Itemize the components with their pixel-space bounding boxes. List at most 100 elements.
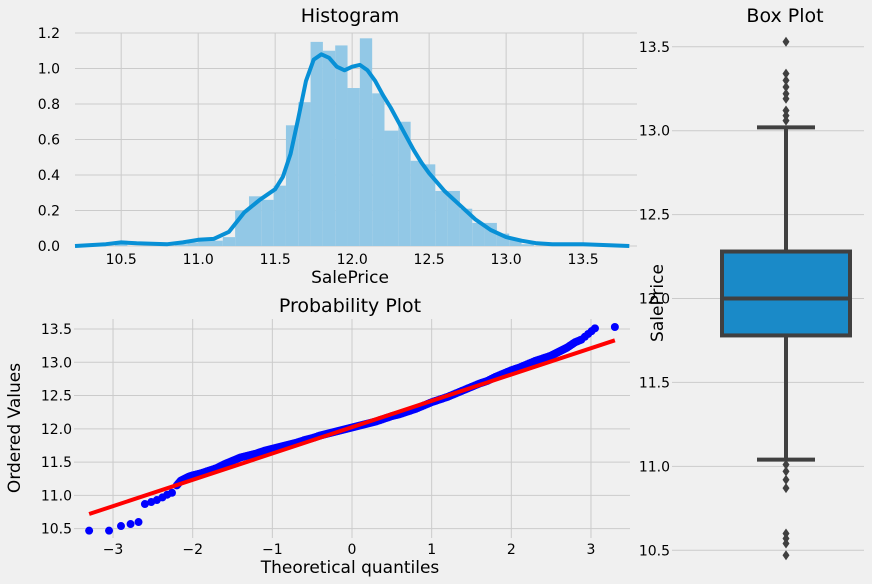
probability-point [167,488,176,497]
histogram-x-tick-label: 11.5 [260,252,291,268]
box-plot-outlier [782,93,790,104]
box-plot-y-tick-label: 13.5 [639,40,670,56]
histogram-y-tick-label: 1.0 [38,62,60,78]
histogram-bar [347,88,360,247]
histogram-y-tick-label: 0.4 [38,168,60,184]
probability-plot-panel: −3 −2 −1 0 1 2 3 10.511.011.512.012.513.013.5 … [5,295,630,578]
probability-y-tick-label: 10.5 [41,522,72,538]
histogram-title: Histogram [301,5,400,27]
probability-x-tick-label: −1 [262,542,283,558]
histogram-x-tick-label: 13.0 [491,252,522,268]
probability-y-tick-label: 11.0 [41,488,72,504]
probability-x-tick-label: −2 [182,542,203,558]
histogram-bar [175,244,188,246]
probability-x-tick-label: 0 [348,542,357,558]
probability-y-tick-label: 11.5 [41,455,72,471]
histogram-bar [359,38,373,247]
histogram-bar [509,238,522,246]
histogram-x-tick-label: 12.5 [414,252,445,268]
histogram-x-tick-label: 13.5 [568,252,599,268]
box-plot-outliers [782,36,790,561]
box-plot-y-tick-label: 13.0 [639,124,670,140]
box-plot-outlier [782,68,790,79]
probability-y-tick-label: 13.0 [41,355,72,371]
histogram-bar [310,41,323,246]
probability-y-label: Ordered Values [5,363,25,493]
histogram-x-label: SalePrice [311,268,389,288]
probability-x-tick-label: 1 [427,542,436,558]
box-plot-outlier [782,459,790,470]
box-plot-y-tick-label: 11.5 [639,375,670,391]
box-plot-y-tick-label: 11.0 [639,459,670,475]
histogram-bar [187,242,199,246]
histogram-bar [261,199,274,246]
box-plot-y-tick-label: 10.5 [639,543,670,559]
box-plot-panel: 10.5 11.0 11.5 12.0 12.5 13.0 13.5 Box Plot Sa… [639,5,864,561]
box-plot-y-ticks: 10.5 11.0 11.5 12.0 12.5 13.0 13.5 [639,40,670,559]
histogram-bars [115,38,585,247]
histogram-bar [459,208,473,246]
probability-point [134,518,143,527]
box-plot-y-tick-label: 12.0 [639,292,670,308]
histogram-bar [521,244,534,246]
histogram-bar [115,244,128,246]
histogram-bar [222,237,236,246]
probability-title: Probability Plot [279,295,421,317]
probability-point [85,526,94,535]
probability-fit-line [88,338,616,516]
histogram-bar [298,102,311,246]
probability-y-tick-label: 12.5 [41,389,72,405]
histogram-bar [322,50,336,246]
histogram-bar [398,121,411,246]
box-plot-y-label: SalePrice [648,264,668,342]
box-plot-outlier [782,115,790,126]
histogram-bar [384,130,399,246]
histogram-y-ticks: 0.0 0.2 0.4 0.6 0.8 1.0 1.2 [38,26,60,255]
probability-y-tick-label: 13.5 [41,322,72,338]
histogram-y-tick-label: 1.2 [38,26,60,42]
box-plot-outlier [782,474,790,485]
box-plot-outlier [782,75,790,86]
histogram-y-tick-label: 0.0 [38,239,60,255]
histogram-y-tick-label: 0.6 [38,133,60,149]
probability-x-tick-label: −3 [103,542,124,558]
box-plot-box [720,249,852,338]
histogram-x-tick-label: 10.5 [106,252,137,268]
histogram-bar [422,164,436,246]
histogram-kde-line [74,52,630,248]
probability-point [140,500,149,509]
histogram-y-tick-label: 0.8 [38,97,60,113]
probability-x-label: Theoretical quantiles [260,558,440,578]
histogram-x-tick-label: 12.0 [337,252,368,268]
box-plot-outlier [782,550,790,561]
probability-point [610,322,619,331]
histogram-bar [410,160,423,246]
probability-point [590,324,599,333]
histogram-bar [372,93,385,246]
probability-x-tick-label: 2 [507,542,516,558]
histogram-bar [435,190,448,246]
histogram-bar [248,196,262,246]
probability-point [105,526,114,535]
box-plot-outlier [782,36,790,47]
box-plot-outlier [782,82,790,93]
histogram-y-tick-label: 0.2 [38,204,60,220]
histogram-bar [198,240,211,246]
probability-y-ticks: 10.5 11.0 11.5 12.0 12.5 13.0 13.5 [41,322,72,538]
histogram-bar [210,240,223,246]
box-plot-outlier [782,88,790,99]
box-plot-outlier [782,538,790,549]
box-plot-outlier [782,528,790,539]
probability-x-tick-label: 3 [587,542,596,558]
probability-point [116,522,125,531]
histogram-bar [273,185,286,246]
box-plot-outlier [782,466,790,477]
box-plot-elements [720,125,852,462]
histogram-bar [472,222,485,246]
probability-y-tick-label: 12.0 [41,422,72,438]
box-plot-title: Box Plot [746,5,823,27]
box-plot-y-tick-label: 12.5 [639,208,670,224]
probability-x-ticks: −3 −2 −1 0 1 2 3 [103,542,596,558]
histogram-bar [335,45,348,246]
